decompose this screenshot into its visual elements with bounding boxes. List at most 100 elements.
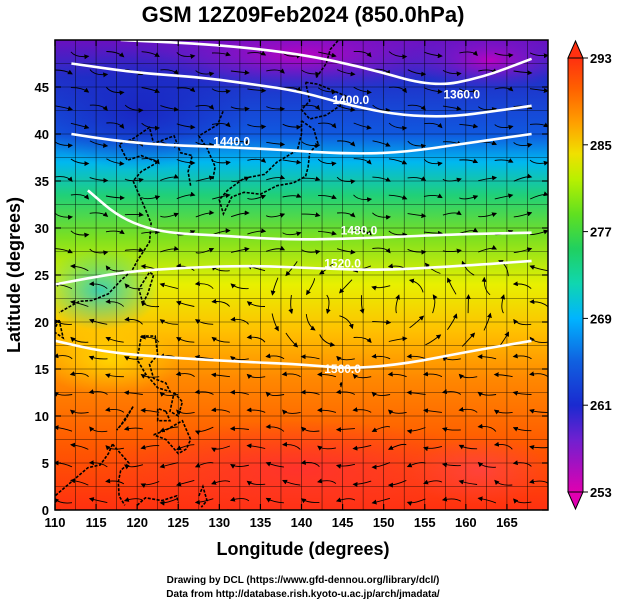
streamline xyxy=(265,497,284,504)
streamline xyxy=(195,70,215,77)
streamline xyxy=(123,426,144,431)
streamline xyxy=(423,230,443,236)
y-axis-label: Latitude (degrees) xyxy=(4,197,24,353)
y-tick-label: 25 xyxy=(35,268,49,283)
streamline xyxy=(282,441,301,450)
cool-tongue-west xyxy=(55,250,160,330)
streamline xyxy=(406,427,426,434)
coastline xyxy=(300,81,348,120)
coastline xyxy=(315,40,340,79)
streamline xyxy=(247,88,267,94)
streamline xyxy=(282,159,302,165)
streamline xyxy=(352,444,372,451)
colorbar-gradient xyxy=(567,57,584,493)
streamline xyxy=(247,124,267,130)
streamline xyxy=(353,194,373,203)
coastline xyxy=(55,319,65,340)
streamline xyxy=(140,334,160,343)
streamline xyxy=(229,426,249,432)
x-tick-label: 155 xyxy=(414,515,436,530)
x-tick-label: 165 xyxy=(496,515,518,530)
streamline xyxy=(406,353,426,360)
streamline xyxy=(477,106,498,112)
colorbar-ticks: 253 261 269 277 285 293 xyxy=(583,51,612,500)
streamline xyxy=(317,478,337,484)
streamline xyxy=(300,498,320,504)
streamline xyxy=(194,426,214,435)
streamline xyxy=(371,353,391,360)
streamline xyxy=(89,104,108,111)
streamline xyxy=(55,105,73,111)
streamline xyxy=(459,227,479,235)
streamline xyxy=(89,69,109,78)
streamline xyxy=(105,336,124,343)
credit-drawing: Drawing by DCL (https://www.gfd-dennou.o… xyxy=(167,575,440,586)
streamline xyxy=(493,372,513,378)
streamline xyxy=(160,105,179,112)
y-tick-label: 30 xyxy=(35,221,49,236)
streamline xyxy=(325,294,331,315)
coastline xyxy=(153,419,192,455)
streamline xyxy=(458,479,478,485)
streamline xyxy=(194,319,214,325)
coastline xyxy=(156,407,172,422)
height-contour xyxy=(55,339,532,369)
colorbar-tick-label: 293 xyxy=(590,51,612,66)
streamline xyxy=(159,282,179,290)
contour-label: 1480.0 xyxy=(341,224,378,238)
streamline xyxy=(494,52,514,58)
streamline xyxy=(512,281,532,289)
streamline xyxy=(371,285,391,291)
x-axis-ticks: 110 115 120 125 130 135 140 145 150 155 160 165 xyxy=(45,40,518,530)
streamline xyxy=(246,480,266,486)
streamline xyxy=(70,336,89,343)
streamline xyxy=(124,283,143,290)
y-tick-label: 5 xyxy=(42,456,49,471)
streamline xyxy=(266,245,286,252)
streamline xyxy=(513,173,533,182)
streamline xyxy=(494,124,514,130)
streamline xyxy=(458,406,478,413)
streamline xyxy=(55,353,73,360)
streamline xyxy=(371,497,391,505)
streamline xyxy=(352,373,372,380)
streamline xyxy=(459,123,479,129)
streamline xyxy=(306,278,315,296)
streamline xyxy=(270,277,279,296)
streamline xyxy=(353,336,372,344)
streamline xyxy=(266,141,286,147)
streamline xyxy=(301,141,321,149)
streamline xyxy=(266,68,285,74)
streamline xyxy=(318,51,337,58)
streamline xyxy=(195,141,215,148)
y-tick-label: 15 xyxy=(35,362,49,377)
streamline xyxy=(282,123,302,130)
coastline xyxy=(136,494,180,506)
streamline xyxy=(140,481,160,488)
streamline xyxy=(305,314,316,331)
streamline xyxy=(529,371,548,378)
streamline xyxy=(318,194,337,200)
streamline xyxy=(337,140,356,147)
streamline xyxy=(105,373,124,379)
streamline xyxy=(55,248,73,254)
streamline xyxy=(371,426,391,432)
streamline xyxy=(530,229,548,236)
streamline xyxy=(395,294,400,314)
streamline xyxy=(319,262,335,275)
streamline xyxy=(529,336,548,343)
colorbar: 253 261 269 277 285 293 xyxy=(567,39,612,511)
streamline xyxy=(353,229,372,236)
colorbar-tick-label: 277 xyxy=(590,225,612,240)
coastline xyxy=(198,484,208,508)
streamline xyxy=(335,463,356,469)
streamline xyxy=(246,443,266,449)
streamline xyxy=(69,409,89,415)
streamline xyxy=(352,407,372,413)
streamline xyxy=(459,195,479,200)
streamline xyxy=(409,315,425,329)
streamline xyxy=(372,140,391,147)
streamline xyxy=(336,248,356,255)
streamline xyxy=(319,334,336,347)
streamline xyxy=(211,122,231,128)
